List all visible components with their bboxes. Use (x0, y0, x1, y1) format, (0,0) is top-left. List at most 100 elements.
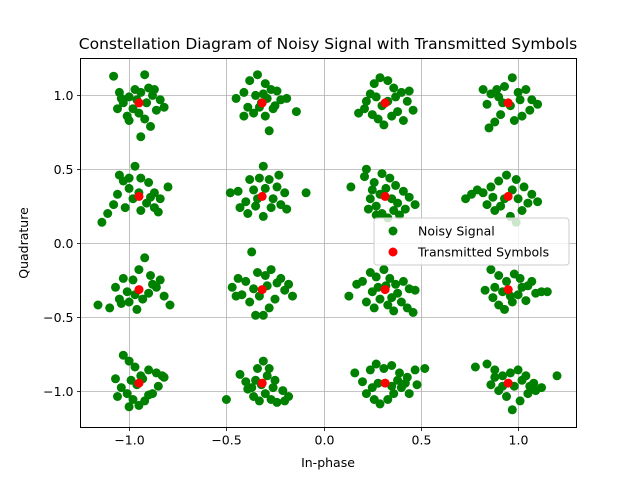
noisy-signal-point (517, 206, 527, 215)
noisy-signal-point (270, 375, 280, 385)
noisy-signal-point (264, 175, 274, 184)
noisy-signal-point (517, 375, 527, 385)
noisy-signal-point (361, 389, 371, 399)
noisy-signal-point (258, 161, 268, 171)
noisy-signal-point (371, 201, 381, 211)
noisy-signal-point (408, 105, 418, 115)
noisy-signal-point (97, 217, 107, 227)
noisy-signal-point (391, 92, 401, 102)
noisy-signal-point (249, 284, 259, 294)
noisy-signal-point (270, 101, 280, 111)
noisy-signal-point (391, 180, 401, 190)
noisy-signal-point (116, 299, 126, 308)
noisy-signal-point (140, 253, 150, 263)
noisy-signal-point (482, 359, 492, 369)
noisy-signal-point (389, 389, 399, 399)
noisy-signal-point (239, 87, 249, 97)
noisy-signal-point (369, 303, 379, 313)
noisy-signal-point (492, 85, 502, 94)
noisy-signal-point (515, 273, 525, 283)
noisy-signal-point (113, 104, 122, 114)
noisy-signal-point (270, 294, 280, 304)
y-axis-ticks: −1.0 −0.5 0.0 0.5 1.0 (43, 88, 81, 399)
noisy-signal-point (358, 276, 367, 286)
noisy-signal-point (124, 297, 134, 307)
noisy-signal-point (151, 105, 161, 115)
noisy-signal-point (482, 200, 492, 210)
noisy-signal-point (138, 294, 148, 304)
legend: Noisy Signal Transmitted Symbols (373, 217, 570, 266)
noisy-signal-point (393, 375, 403, 385)
noisy-signal-point (231, 93, 241, 103)
noisy-signal-point (272, 182, 282, 192)
noisy-signal-point (486, 182, 496, 192)
noisy-signal-point (398, 116, 408, 125)
noisy-signal-point (502, 392, 511, 401)
x-tick-label: 1.0 (509, 433, 529, 448)
noisy-signal-point (517, 282, 527, 292)
noisy-signal-point (134, 108, 144, 118)
noisy-signal-point (113, 189, 122, 199)
noisy-signal-point (494, 92, 504, 102)
noisy-signal-point (122, 389, 132, 399)
noisy-signal-point (404, 389, 414, 399)
noisy-signal-point (513, 194, 523, 204)
transmitted-symbol-point (134, 191, 144, 201)
noisy-signal-point (515, 95, 525, 105)
noisy-signal-point (393, 198, 403, 208)
noisy-signal-point (387, 293, 397, 303)
noisy-signal-point (482, 99, 492, 109)
noisy-signal-point (130, 362, 140, 372)
noisy-signal-point (136, 173, 146, 183)
noisy-signal-point (478, 188, 488, 198)
noisy-signal-point (144, 288, 154, 298)
noisy-signal-point (523, 198, 533, 208)
noisy-signal-point (130, 161, 140, 171)
transmitted-symbol-point (503, 285, 513, 295)
noisy-signal-point (346, 182, 356, 192)
noisy-signal-point (124, 356, 134, 366)
plot-frame (80, 58, 577, 428)
noisy-signal-point (266, 265, 276, 275)
noisy-signal-point (410, 285, 420, 295)
noisy-signal-point (398, 186, 408, 196)
noisy-signal-point (282, 93, 292, 103)
noisy-signal-point (480, 285, 490, 295)
noisy-signal-point (128, 395, 138, 404)
noisy-signal-point (367, 185, 377, 195)
noisy-signal-point (253, 70, 262, 80)
noisy-signal-point (241, 276, 251, 286)
x-tick-label: −0.5 (211, 433, 241, 448)
noisy-signal-point (291, 107, 301, 117)
noisy-signal-point (488, 192, 498, 202)
noisy-signal-point (363, 204, 373, 214)
noisy-signal-point (387, 361, 397, 370)
noisy-signal-point (136, 206, 146, 215)
transmitted-symbol-point (380, 378, 390, 388)
noisy-signal-point (486, 265, 496, 275)
noisy-signal-point (155, 194, 165, 204)
noisy-signal-point (146, 121, 155, 131)
noisy-signal-point (241, 197, 251, 207)
noisy-signal-point (225, 188, 235, 198)
noisy-signal-point (371, 359, 381, 369)
noisy-signal-point (375, 294, 385, 304)
noisy-signal-point (371, 210, 381, 220)
noisy-signal-point (258, 356, 268, 366)
noisy-signal-point (114, 170, 124, 180)
noisy-signal-point (498, 371, 508, 381)
noisy-signal-point (260, 79, 270, 89)
noisy-signal-point (245, 76, 255, 86)
transmitted-symbol-point (503, 98, 513, 108)
noisy-signal-point (126, 375, 136, 385)
noisy-signal-point (272, 397, 282, 407)
legend-label-noisy-signal: Noisy Signal (418, 224, 495, 239)
noisy-signal-point (552, 371, 562, 381)
noisy-signal-point (494, 271, 504, 280)
noisy-signal-point (369, 79, 379, 89)
noisy-signal-point (235, 203, 245, 213)
y-tick-label: 0.0 (54, 236, 74, 251)
legend-marker-transmitted-symbols (388, 247, 398, 257)
noisy-signal-point (144, 390, 154, 400)
